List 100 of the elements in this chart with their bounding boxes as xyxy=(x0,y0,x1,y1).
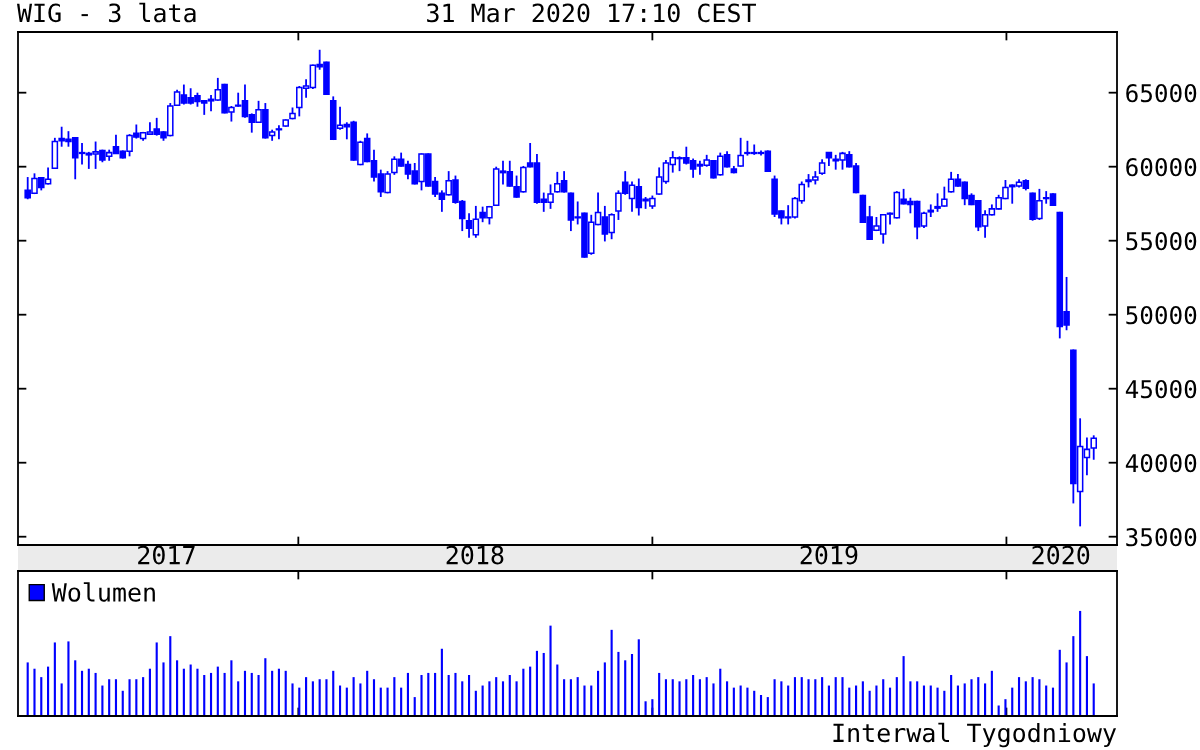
y-tick-label: 35000 xyxy=(1126,527,1197,547)
bar xyxy=(1065,662,1068,716)
bar xyxy=(216,666,219,716)
bar xyxy=(427,672,430,716)
bar xyxy=(895,677,898,716)
bar xyxy=(352,677,355,716)
bar xyxy=(834,677,837,716)
bar xyxy=(664,679,668,716)
bar xyxy=(950,675,953,716)
y-tick-label: 45000 xyxy=(1125,379,1197,399)
bar xyxy=(467,675,471,716)
bar xyxy=(162,662,165,716)
bar xyxy=(461,681,464,716)
bar xyxy=(1092,683,1095,716)
bar xyxy=(67,641,70,716)
bar xyxy=(678,681,681,716)
bar xyxy=(821,677,824,716)
bar xyxy=(773,679,776,716)
bar xyxy=(277,668,280,716)
bar xyxy=(291,683,294,716)
bar xyxy=(250,672,253,716)
bar xyxy=(1085,656,1088,716)
bar xyxy=(658,672,661,716)
bar xyxy=(284,670,287,716)
bar xyxy=(196,668,199,716)
bar xyxy=(74,660,77,716)
bar xyxy=(501,681,505,716)
bar xyxy=(705,677,708,716)
bar xyxy=(318,679,321,716)
bar xyxy=(549,625,552,716)
bar xyxy=(726,681,729,716)
bar xyxy=(142,677,145,716)
bar xyxy=(257,675,260,716)
bar xyxy=(135,679,138,716)
bar xyxy=(841,677,844,716)
bar xyxy=(861,681,864,716)
bar xyxy=(977,677,980,716)
bar xyxy=(1004,699,1007,716)
bar xyxy=(80,670,84,716)
bar xyxy=(271,670,274,716)
bar xyxy=(440,648,443,716)
bar xyxy=(1038,679,1041,716)
text: Interwal Tygodniowy xyxy=(833,722,1117,748)
bar xyxy=(644,701,647,716)
bar xyxy=(909,681,912,716)
bar xyxy=(332,670,335,716)
bar xyxy=(53,642,56,716)
bar xyxy=(1031,677,1034,716)
bar xyxy=(237,681,240,716)
bar xyxy=(393,677,396,716)
bar xyxy=(243,670,247,716)
bar xyxy=(875,685,878,716)
bar xyxy=(182,668,185,716)
bar xyxy=(970,679,973,716)
bar xyxy=(617,651,620,716)
bar xyxy=(1058,649,1061,716)
bar xyxy=(576,677,579,716)
bar xyxy=(902,656,905,716)
bar xyxy=(1079,610,1082,716)
bar xyxy=(624,660,627,716)
bar xyxy=(1072,636,1075,716)
bar xyxy=(488,681,491,716)
bar xyxy=(94,672,97,716)
y-tick-label: 60000 xyxy=(1126,157,1197,177)
bar xyxy=(87,668,90,716)
bar xyxy=(413,697,416,716)
bar xyxy=(997,705,1000,716)
bar xyxy=(406,672,409,716)
bar xyxy=(114,679,118,716)
y-tick-label: 55000 xyxy=(1126,231,1197,251)
bar xyxy=(556,664,559,716)
bar xyxy=(583,685,586,716)
bar xyxy=(882,679,885,716)
bar xyxy=(563,679,566,716)
bar xyxy=(916,681,919,716)
bar xyxy=(495,677,498,716)
bar xyxy=(203,675,206,716)
bar xyxy=(359,683,362,716)
bar xyxy=(984,683,987,716)
bar xyxy=(535,650,539,716)
bar xyxy=(542,652,545,716)
x-tick-label: 2019 xyxy=(800,545,858,565)
bar xyxy=(800,677,803,716)
bar xyxy=(1017,677,1021,716)
bar xyxy=(454,672,457,716)
x-tick-label: 2018 xyxy=(446,545,504,565)
bar xyxy=(311,681,314,716)
bar xyxy=(420,675,423,716)
bar xyxy=(807,679,810,716)
bar xyxy=(936,687,939,716)
bar xyxy=(305,677,308,716)
chart-subtitle: 31 Mar 2020 17:10 CEST xyxy=(427,3,756,23)
bar xyxy=(169,636,172,716)
bar xyxy=(189,664,192,716)
bar xyxy=(793,677,797,716)
bar xyxy=(108,679,111,716)
bar xyxy=(1024,681,1027,716)
bar xyxy=(671,679,674,716)
bar xyxy=(780,681,783,716)
bar xyxy=(719,668,722,716)
